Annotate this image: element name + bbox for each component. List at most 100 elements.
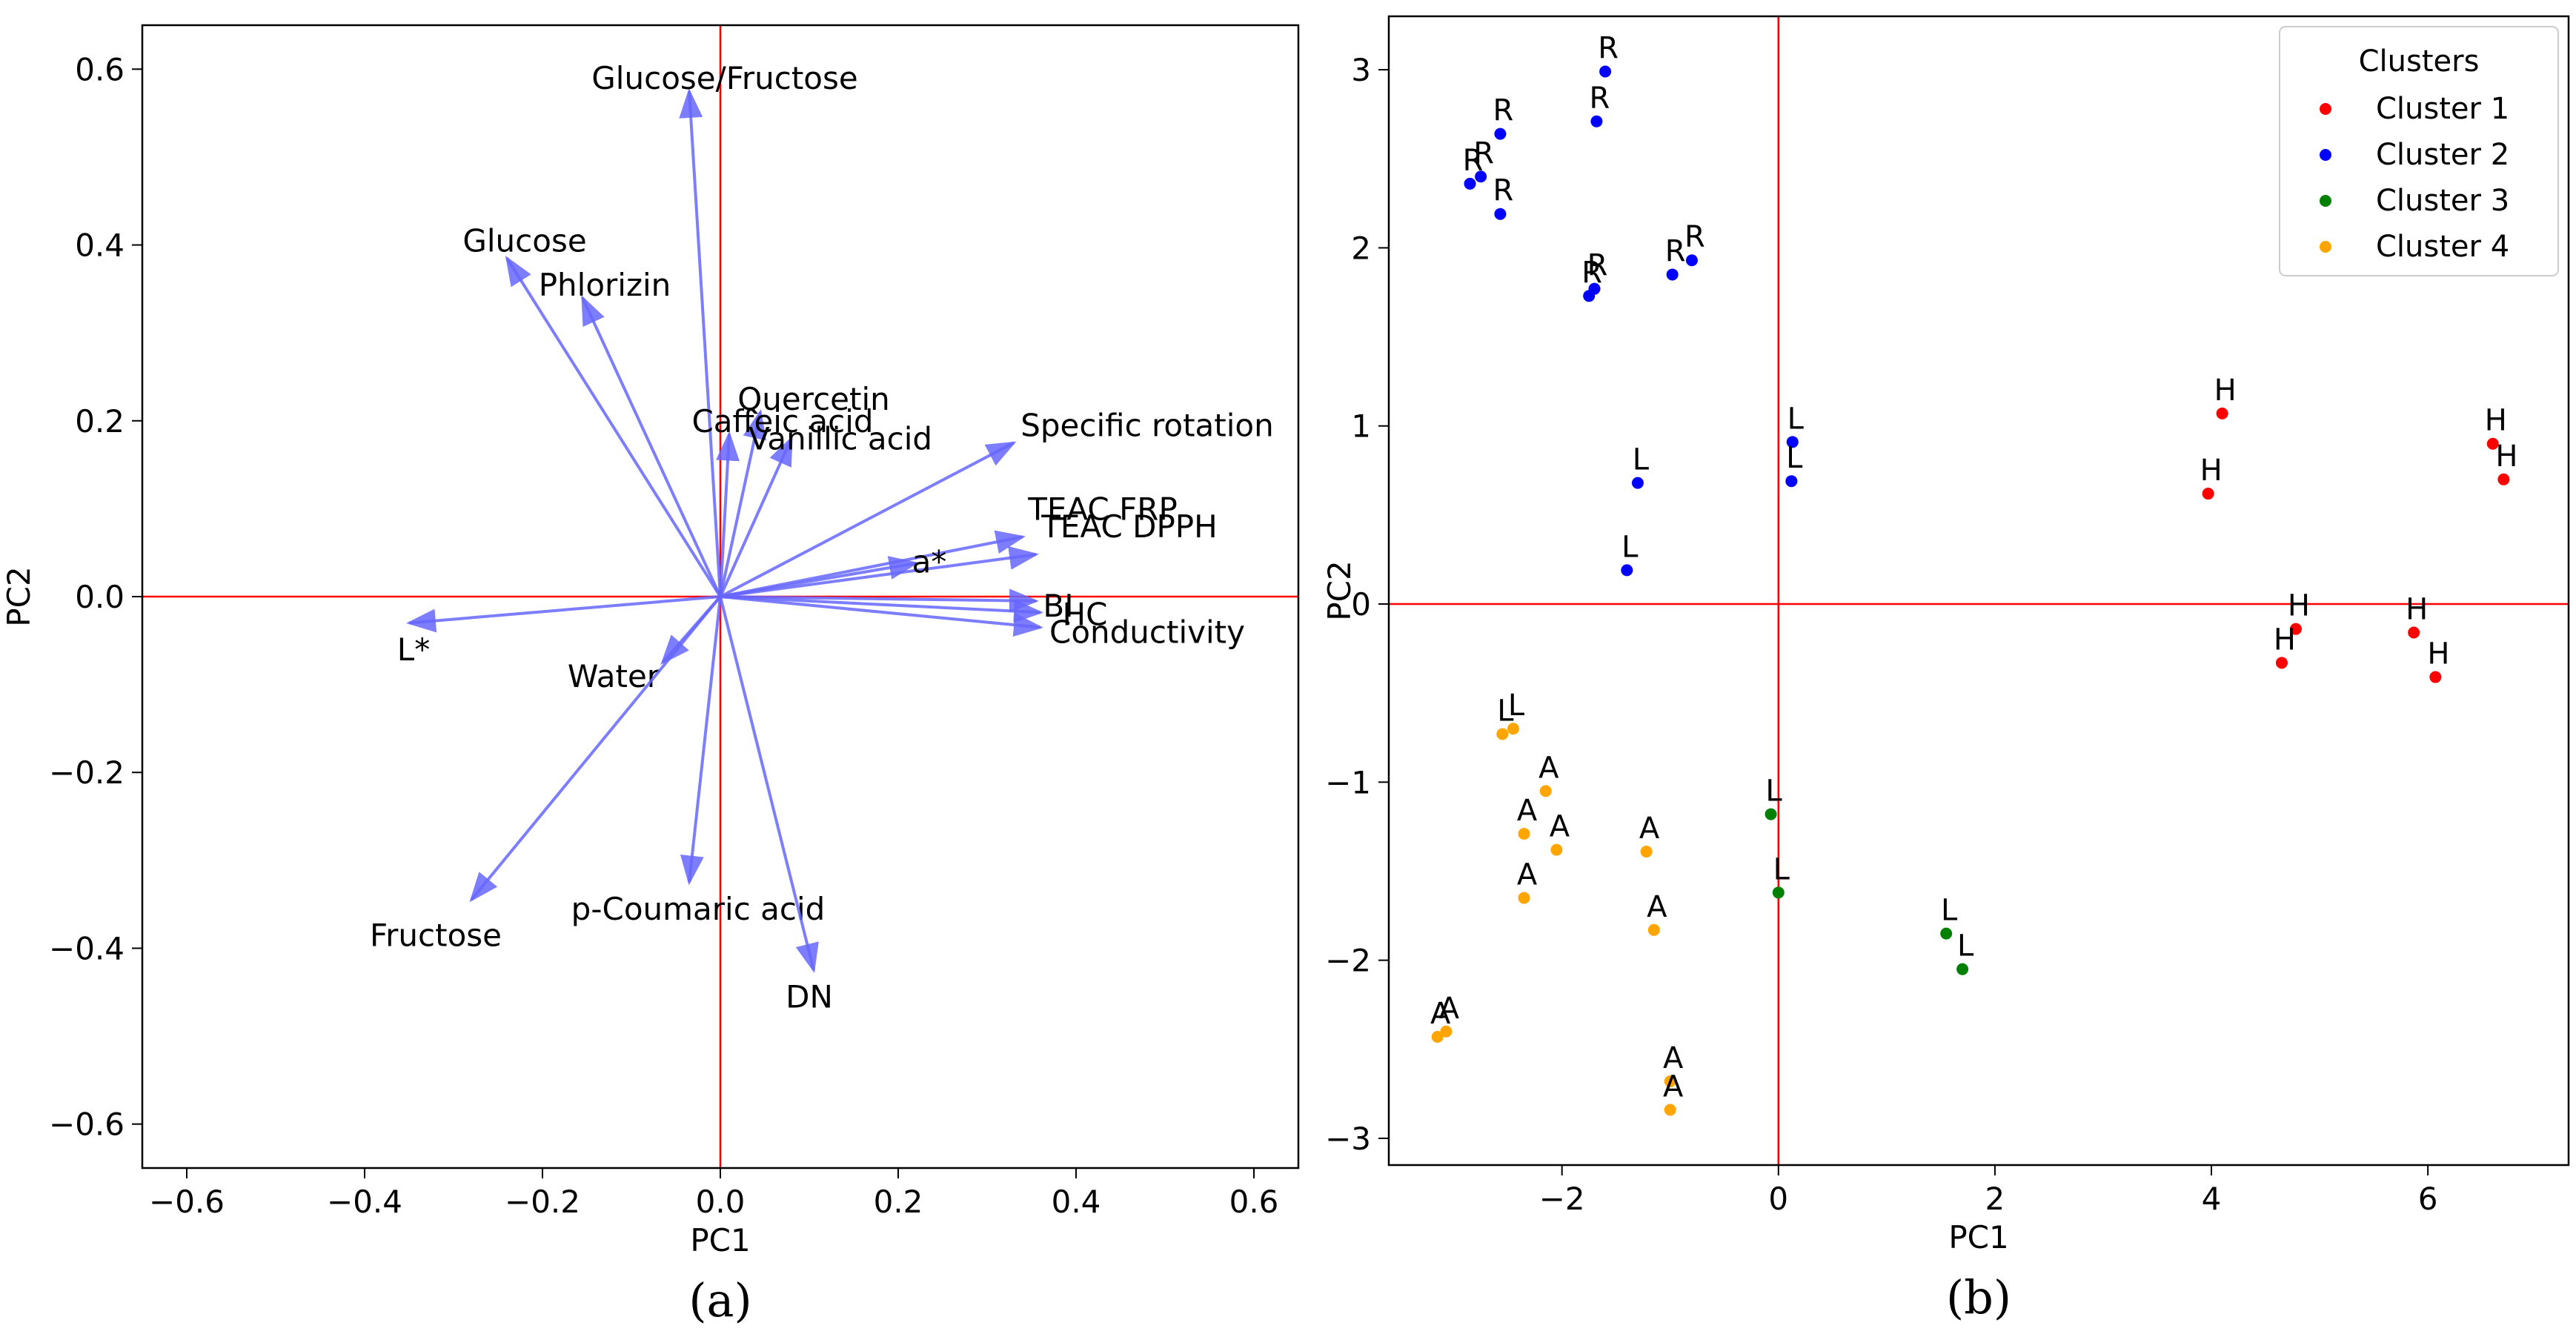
cluster-point — [1956, 963, 1969, 975]
legend-entry: Cluster 4 — [2376, 230, 2509, 264]
cluster-point — [2486, 437, 2499, 450]
point-label: H — [2274, 623, 2296, 657]
y-tick-label: 0.0 — [75, 579, 125, 615]
x-tick-label: −0.6 — [149, 1184, 225, 1220]
y-tick-label: −3 — [1325, 1121, 1371, 1157]
loading-vector-label: HC — [1063, 597, 1108, 633]
y-tick-label: −2 — [1325, 943, 1371, 979]
loading-vector-arrow — [716, 431, 740, 597]
y-axis-label: PC2 — [1, 566, 37, 626]
cluster-point — [1475, 170, 1487, 183]
loading-vector-arrow — [719, 435, 793, 597]
cluster-point — [1590, 115, 1603, 127]
y-tick-label: 1 — [1351, 408, 1371, 445]
legend-frame — [2279, 26, 2559, 276]
y-tick-label: −1 — [1325, 764, 1371, 800]
y-tick-label: 3 — [1351, 52, 1371, 88]
legend-marker — [2320, 195, 2331, 207]
x-tick-label: 2 — [1985, 1181, 2005, 1217]
plot-frame — [141, 24, 1300, 1170]
loading-vector-arrow — [720, 441, 1017, 598]
x-tick-label: 6 — [2418, 1181, 2438, 1217]
loading-vector-arrow — [719, 408, 767, 597]
legend-entry: Cluster 1 — [2376, 92, 2509, 126]
y-tick-label: 0 — [1351, 586, 1371, 623]
loading-vector-label: TEAC DPPH — [1040, 508, 1217, 545]
point-label: L — [1786, 441, 1803, 475]
cluster-point — [1494, 208, 1507, 220]
loading-vector-label: a* — [912, 544, 947, 580]
cluster-point — [1507, 723, 1519, 735]
loading-vector-label: Caffeic acid — [691, 403, 873, 439]
point-label: A — [1538, 751, 1559, 785]
loading-vector-arrow — [680, 596, 722, 886]
cluster-point — [1518, 828, 1530, 840]
legend: Clusters Cluster 1 Cluster 2 Cluster 3 Clust… — [2279, 26, 2559, 276]
cluster-point — [1940, 927, 1953, 940]
point-label: L — [1633, 443, 1650, 477]
point-label: R — [1587, 249, 1608, 283]
loading-vector-arrow — [719, 596, 819, 973]
cluster-point — [1494, 127, 1507, 140]
point-label: L — [1941, 894, 1958, 928]
cluster-point — [1496, 728, 1509, 740]
cluster-point — [1786, 436, 1799, 448]
point-label: H — [2495, 439, 2517, 474]
loading-vector-label: Glucose/Fructose — [591, 60, 857, 96]
loading-vector-label: Phlorizin — [539, 267, 671, 303]
cluster-point — [1664, 1075, 1676, 1088]
loading-vector-label: Quercetin — [737, 381, 890, 417]
loading-vector-label: DN — [786, 979, 833, 1015]
legend-entry: Cluster 3 — [2376, 184, 2509, 218]
loading-vector-label: Fructose — [370, 918, 502, 954]
legend-marker — [2320, 241, 2331, 253]
x-tick-label: −2 — [1539, 1181, 1585, 1217]
legend-entry: Cluster 2 — [2376, 138, 2509, 172]
loading-vector-label: Vanillic acid — [748, 420, 932, 457]
loading-vector-label: p-Coumaric acid — [571, 891, 826, 927]
point-label: L — [1787, 402, 1805, 436]
point-label: H — [2288, 589, 2310, 623]
legend-title: Clusters — [2359, 44, 2480, 79]
cluster-point — [2497, 473, 2510, 485]
cluster-point — [1599, 65, 1612, 78]
cluster-point — [1518, 892, 1530, 904]
loading-vector-label: Specific rotation — [1020, 408, 1274, 444]
point-label: A — [1550, 810, 1570, 844]
x-tick-label: −0.4 — [327, 1184, 402, 1220]
x-tick-label: 0.2 — [874, 1184, 923, 1220]
cluster-point — [2408, 626, 2420, 639]
cluster-point — [1431, 1030, 1444, 1043]
point-label: A — [1663, 1070, 1684, 1104]
point-label: H — [2214, 374, 2237, 408]
cluster-point — [1685, 254, 1698, 267]
loading-vector-label: BI — [1043, 588, 1073, 624]
y-tick-label: −0.6 — [49, 1107, 125, 1143]
point-label: R — [1598, 31, 1619, 65]
x-tick-label: 0.0 — [696, 1184, 746, 1220]
loading-vector-arrow — [720, 556, 919, 598]
y-tick-label: 0.6 — [75, 51, 125, 87]
cluster-point — [1588, 282, 1601, 295]
cluster-point — [2275, 657, 2288, 669]
point-label: L — [1765, 774, 1782, 809]
legend-marker — [2320, 149, 2331, 161]
x-tick-label: 0.6 — [1229, 1184, 1279, 1220]
loading-vector-arrow — [505, 255, 722, 598]
cluster-point — [1539, 785, 1552, 797]
cluster-point — [1550, 843, 1563, 856]
cluster-point — [1621, 564, 1633, 577]
cluster-point — [2216, 407, 2228, 419]
cluster-point — [1647, 923, 1660, 936]
point-label: A — [1517, 858, 1538, 892]
point-label: L — [1497, 694, 1514, 728]
point-label: L — [1773, 852, 1790, 886]
y-tick-label: 2 — [1351, 230, 1371, 266]
loading-vector-arrow — [720, 595, 1043, 623]
y-tick-label: −0.2 — [49, 754, 125, 791]
y-tick-label: −0.4 — [49, 930, 125, 966]
x-tick-label: 4 — [2202, 1181, 2222, 1217]
loading-vector-label: L* — [397, 631, 430, 668]
cluster-point — [2202, 488, 2214, 500]
point-label: R — [1590, 82, 1610, 116]
